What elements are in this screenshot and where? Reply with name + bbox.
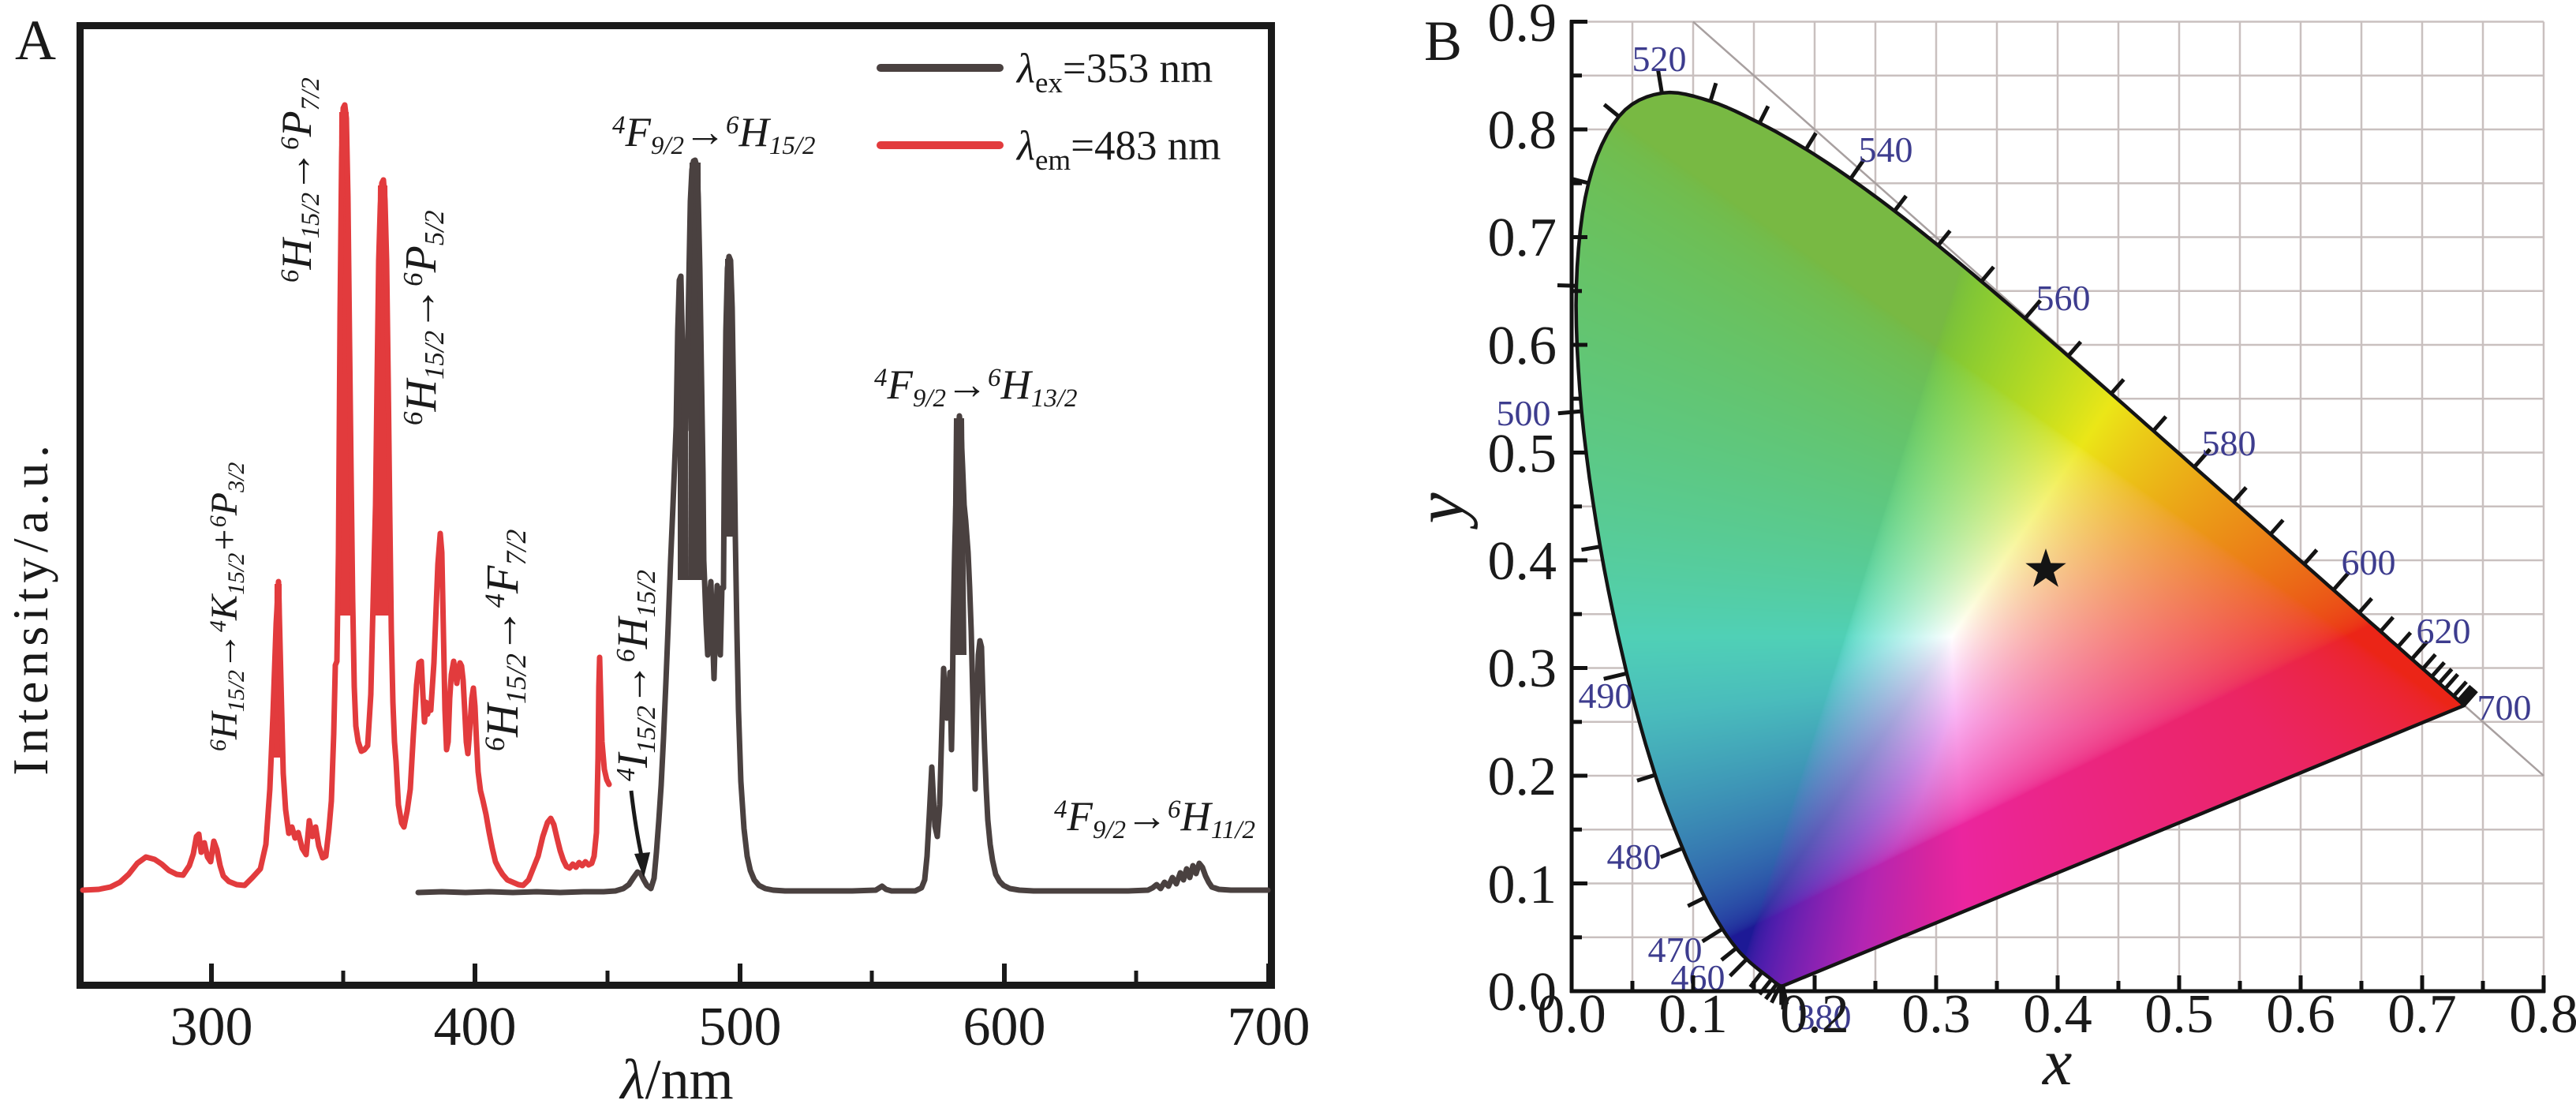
svg-text:0.7: 0.7 bbox=[1488, 208, 1557, 268]
svg-text:0.2: 0.2 bbox=[1780, 984, 1849, 1045]
svg-text:0.0: 0.0 bbox=[1488, 962, 1557, 1023]
svg-text:0.9: 0.9 bbox=[1488, 0, 1557, 54]
svg-text:480: 480 bbox=[1607, 836, 1662, 877]
svg-text:0.1: 0.1 bbox=[1488, 855, 1557, 915]
svg-text:0.2: 0.2 bbox=[1488, 747, 1557, 807]
svg-text:B: B bbox=[1424, 9, 1462, 73]
svg-text:0.8: 0.8 bbox=[1488, 100, 1557, 161]
svg-text:y: y bbox=[1402, 492, 1479, 530]
svg-text:0.6: 0.6 bbox=[1488, 316, 1557, 376]
svg-text:0.5: 0.5 bbox=[1488, 424, 1557, 485]
svg-text:0.4: 0.4 bbox=[2023, 984, 2092, 1045]
svg-text:0.3: 0.3 bbox=[1901, 984, 1971, 1045]
svg-text:540: 540 bbox=[1859, 129, 1913, 170]
svg-text:600: 600 bbox=[2342, 542, 2396, 582]
svg-text:0.8: 0.8 bbox=[2509, 984, 2576, 1045]
svg-text:0.0: 0.0 bbox=[1537, 984, 1606, 1045]
svg-text:0.5: 0.5 bbox=[2144, 984, 2214, 1045]
svg-text:0.7: 0.7 bbox=[2387, 984, 2457, 1045]
svg-text:0.3: 0.3 bbox=[1488, 638, 1557, 699]
svg-text:0.4: 0.4 bbox=[1488, 531, 1557, 592]
svg-text:0.6: 0.6 bbox=[2266, 984, 2335, 1045]
svg-text:520: 520 bbox=[1632, 39, 1687, 79]
svg-text:x: x bbox=[2041, 1026, 2072, 1099]
svg-text:470: 470 bbox=[1648, 930, 1703, 970]
svg-text:700: 700 bbox=[2477, 687, 2532, 728]
svg-text:580: 580 bbox=[2202, 423, 2256, 463]
svg-text:0.1: 0.1 bbox=[1658, 984, 1728, 1045]
svg-text:380: 380 bbox=[1797, 997, 1852, 1037]
svg-text:490: 490 bbox=[1579, 675, 1633, 716]
svg-text:500: 500 bbox=[1497, 393, 1551, 433]
svg-text:560: 560 bbox=[2036, 278, 2091, 318]
svg-text:620: 620 bbox=[2417, 611, 2471, 651]
